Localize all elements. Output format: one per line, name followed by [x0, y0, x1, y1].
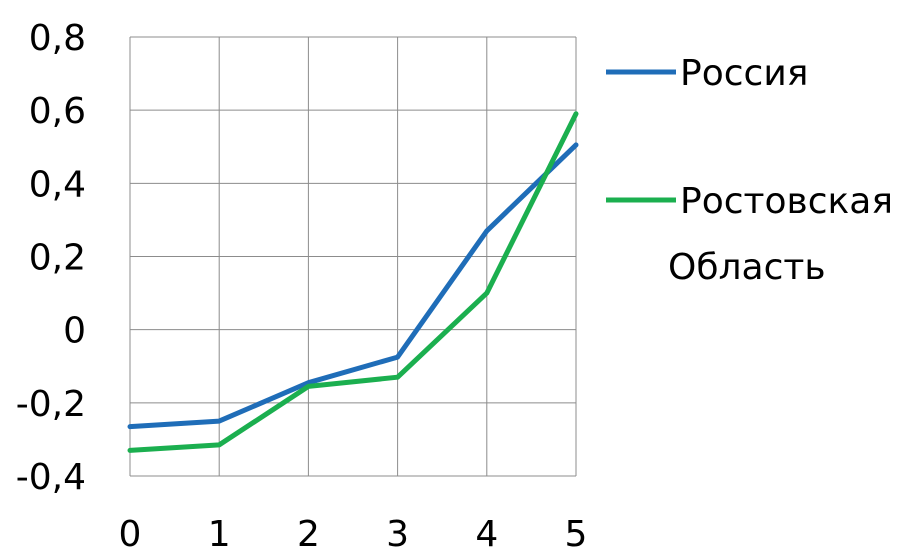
series-lines [127, 111, 579, 453]
x-tick-label: 3 [386, 514, 409, 554]
axes: -0,4 -0,2 0 0,2 0,4 0,6 0,8 0 1 2 3 4 5 [16, 18, 588, 555]
y-tick-label: 0,2 [29, 238, 86, 279]
x-tick-label: 5 [565, 514, 588, 554]
legend-label: Ростовская [680, 181, 893, 222]
x-tick-label: 0 [119, 514, 142, 554]
legend-label: Область [668, 247, 826, 288]
legend-item: Ростовская Область [606, 181, 893, 288]
y-tick-label: 0,8 [29, 18, 86, 59]
legend-label: Россия [680, 53, 808, 94]
y-tick-label: 0,4 [29, 164, 86, 205]
y-tick-label: 0 [63, 311, 86, 352]
legend: Россия Ростовская Область [606, 53, 893, 288]
y-tick-label: -0,4 [16, 457, 86, 498]
grid [129, 36, 577, 477]
x-tick-label: 1 [208, 514, 231, 554]
x-tick-label: 2 [297, 514, 320, 554]
series-line-1 [127, 111, 579, 453]
legend-item: Россия [606, 53, 808, 94]
y-tick-label: 0,6 [29, 91, 86, 132]
y-tick-label: -0,2 [16, 384, 86, 425]
x-tick-label: 4 [475, 514, 498, 554]
series-line-0 [127, 142, 579, 430]
